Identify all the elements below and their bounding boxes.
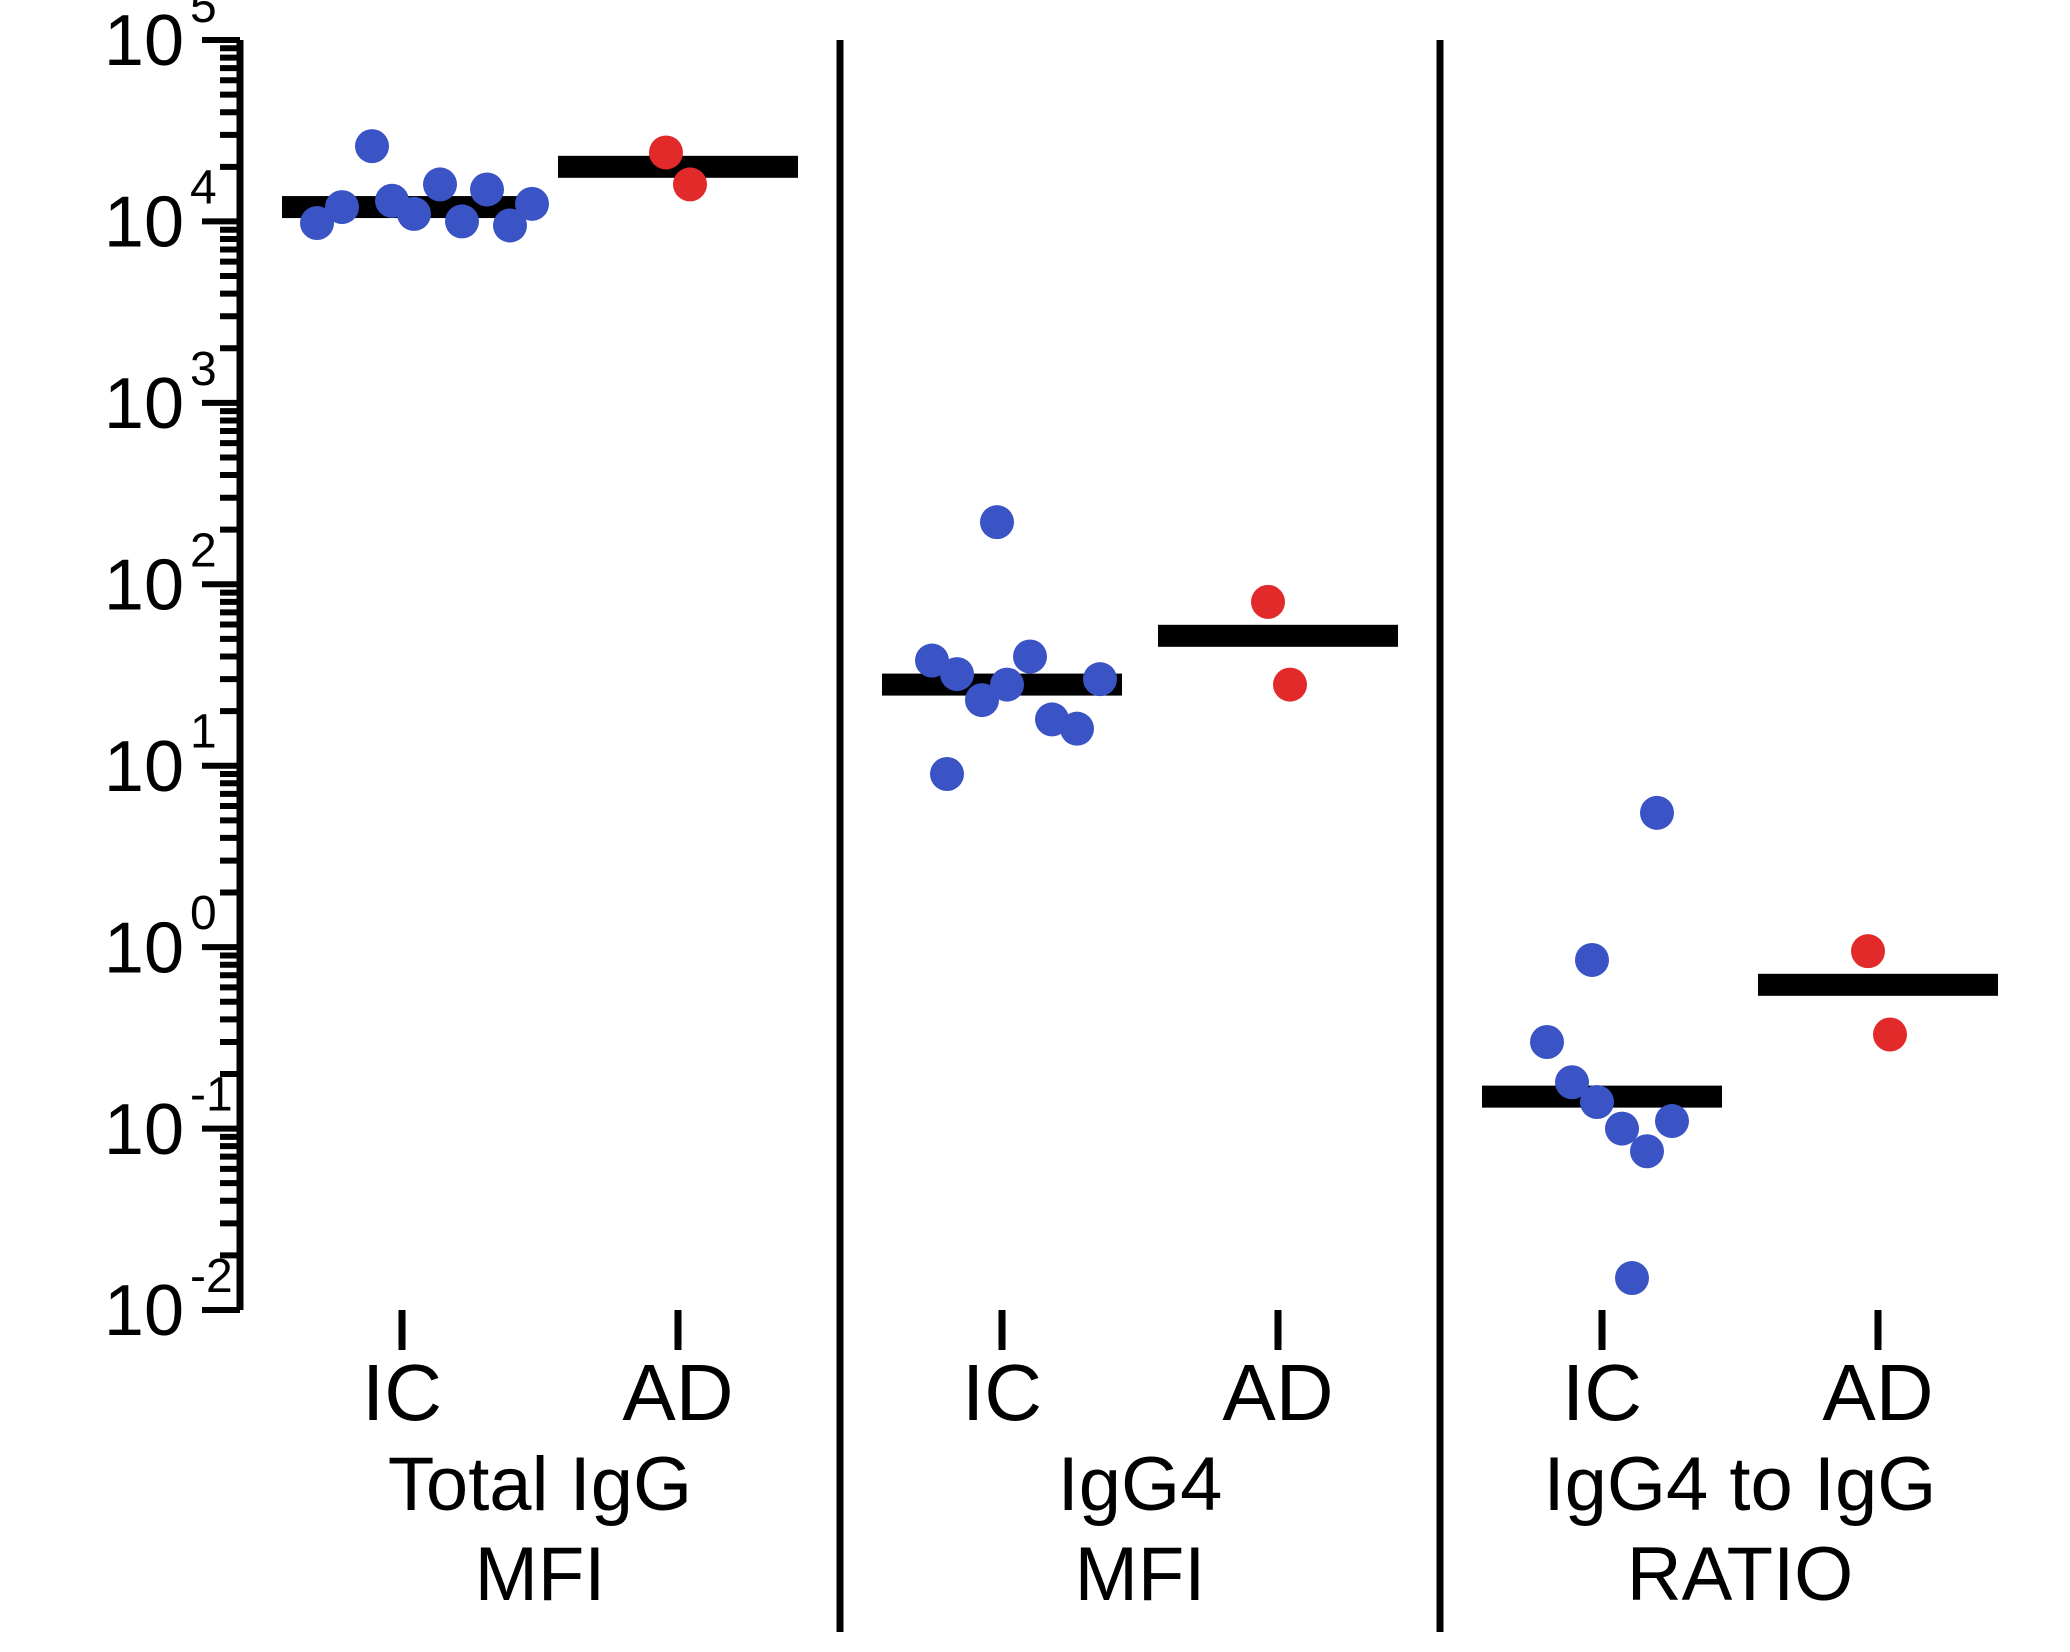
data-point	[1530, 1025, 1564, 1059]
svg-text:10: 10	[104, 545, 184, 625]
data-point	[940, 657, 974, 691]
group-label: IC	[962, 1348, 1042, 1437]
data-point	[990, 668, 1024, 702]
group-label: AD	[1222, 1348, 1333, 1437]
panel-title-line1: IgG4	[1058, 1442, 1223, 1527]
data-point	[1873, 1017, 1907, 1051]
svg-text:10: 10	[104, 364, 184, 444]
data-point	[1251, 585, 1285, 619]
data-point	[1083, 662, 1117, 696]
panel-title-line2: MFI	[1075, 1532, 1206, 1617]
svg-text:4: 4	[190, 161, 217, 214]
svg-text:10: 10	[104, 183, 184, 263]
data-point	[1575, 943, 1609, 977]
data-point	[1580, 1085, 1614, 1119]
median-bar	[1758, 974, 1998, 996]
panel-title-line1: IgG4 to IgG	[1544, 1442, 1937, 1527]
svg-text:10: 10	[104, 1, 184, 81]
svg-text:5: 5	[190, 0, 217, 33]
svg-text:1: 1	[190, 706, 217, 759]
panel-title-line2: RATIO	[1627, 1532, 1854, 1617]
svg-text:2: 2	[190, 524, 217, 577]
group-label: AD	[622, 1348, 733, 1437]
data-point	[1655, 1104, 1689, 1138]
data-point	[355, 129, 389, 163]
data-point	[300, 206, 334, 240]
data-point	[1640, 796, 1674, 830]
data-point	[1615, 1261, 1649, 1295]
svg-text:3: 3	[190, 343, 217, 396]
data-point	[673, 167, 707, 201]
panel-title-line2: MFI	[475, 1532, 606, 1617]
data-point	[470, 172, 504, 206]
group-label: AD	[1822, 1348, 1933, 1437]
data-point	[1060, 712, 1094, 746]
scatter-chart: 10-210-1100101102103104105ICADTotal IgGM…	[0, 0, 2070, 1652]
svg-text:10: 10	[104, 727, 184, 807]
group-label: IC	[1562, 1348, 1642, 1437]
data-point	[1273, 668, 1307, 702]
svg-text:10: 10	[104, 1090, 184, 1170]
chart-container: 10-210-1100101102103104105ICADTotal IgGM…	[0, 0, 2070, 1652]
median-bar	[1158, 625, 1398, 647]
data-point	[445, 204, 479, 238]
data-point	[1851, 934, 1885, 968]
data-point	[423, 167, 457, 201]
data-point	[930, 757, 964, 791]
data-point	[1630, 1134, 1664, 1168]
svg-text:10: 10	[104, 1271, 184, 1351]
data-point	[980, 505, 1014, 539]
panel-title-line1: Total IgG	[388, 1442, 692, 1527]
svg-text:10: 10	[104, 908, 184, 988]
data-point	[1013, 639, 1047, 673]
svg-text:0: 0	[190, 887, 217, 940]
data-point	[515, 187, 549, 221]
group-label: IC	[362, 1348, 442, 1437]
data-point	[397, 197, 431, 231]
data-point	[649, 135, 683, 169]
